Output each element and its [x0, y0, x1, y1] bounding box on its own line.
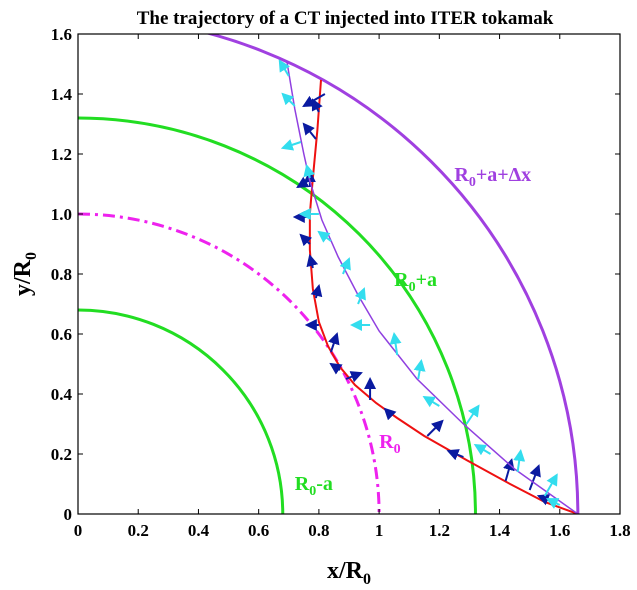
y-ticks: 0 0.2 0.4 0.6 0.8 1.0 1.2 1.4 1.6	[51, 25, 620, 524]
trajectory-arrow	[299, 233, 313, 247]
reference-arrow	[303, 164, 316, 179]
trajectory-arrow	[311, 98, 323, 113]
trajectory-arrow	[383, 407, 397, 421]
subscript: 0	[309, 484, 316, 499]
x-tick-label: 0.6	[248, 521, 269, 540]
x-tick-label: 0.4	[188, 521, 210, 540]
x-tick-label: 1.4	[489, 521, 511, 540]
y-tick-label: 1.2	[51, 145, 72, 164]
y-tick-label: 0	[64, 505, 73, 524]
reference-arrow	[422, 395, 440, 408]
series-reference	[286, 61, 579, 514]
trajectory-arrow	[329, 362, 343, 375]
reference-arrow	[543, 473, 558, 497]
trajectory-arrow	[446, 449, 464, 461]
y-axis-label: y/R0	[10, 252, 40, 296]
circle-label: R0+a+Δx	[454, 164, 531, 190]
subscript: 0	[409, 280, 416, 295]
circle-label: R0-a	[295, 473, 333, 499]
trajectory-arrow	[426, 419, 444, 437]
reference-arrow	[473, 443, 492, 456]
plot-frame	[77, 33, 621, 515]
plot-marks: R0-a R0 R0+a R0+a+Δx	[78, 34, 580, 514]
trajectory-arrow	[345, 371, 363, 383]
x-tick-label: 1.8	[609, 521, 630, 540]
x-tick-label: 0.8	[308, 521, 329, 540]
circle-r0-a	[78, 308, 285, 514]
circle-r0	[78, 212, 381, 514]
reference-arrow	[513, 449, 526, 473]
trajectory-arrow	[328, 332, 340, 353]
trajectory-arrow	[310, 284, 323, 299]
y-tick-label: 0.6	[51, 325, 72, 344]
y-tick-label: 0.8	[51, 265, 72, 284]
reference-arrow	[389, 332, 402, 356]
trajectory-arrow	[503, 458, 515, 482]
trajectory-arrow	[296, 176, 314, 189]
x-tick-label: 0.2	[128, 521, 149, 540]
x-tick-label: 0	[74, 521, 83, 540]
series-trajectory	[308, 79, 579, 514]
reference-arrow	[317, 230, 332, 243]
x-tick-label: 1	[375, 521, 384, 540]
reference-arrow	[413, 359, 426, 380]
reference-arrow	[280, 139, 302, 151]
label-rest: +a	[416, 269, 437, 291]
chart-title: The trajectory of a CT injected into ITE…	[137, 8, 554, 29]
plot-area	[78, 34, 580, 514]
circle-label: R0	[379, 431, 400, 457]
x-axis-label: x/R0	[327, 558, 371, 588]
y-tick-label: 1.4	[51, 85, 73, 104]
circle-r0-a	[78, 116, 477, 514]
x-tick-label: 1.2	[429, 521, 450, 540]
subscript: 0	[469, 175, 476, 190]
circle-label: R0+a	[394, 269, 437, 295]
reference-arrow	[465, 404, 480, 425]
y-tick-label: 1.0	[51, 205, 72, 224]
y-tick-label: 0.4	[51, 385, 73, 404]
reference-arrow	[339, 257, 351, 275]
subscript: 0	[394, 442, 401, 457]
y-tick-label: 1.6	[51, 25, 72, 44]
label-rest: -a	[316, 473, 333, 495]
reference-arrow	[278, 59, 291, 77]
reference-arrow	[545, 498, 561, 509]
x-tick-label: 1.6	[549, 521, 570, 540]
trajectory-arrow	[528, 464, 541, 491]
x-ticks: 0 0.2 0.4 0.6 0.8 1 1.2 1.4 1.6 1.8	[74, 34, 631, 540]
trajectory-arrow	[302, 122, 317, 140]
trajectory-arrow	[306, 254, 319, 269]
trajectory-arrow	[302, 93, 326, 107]
label-rest: +a+Δx	[476, 164, 531, 186]
circle-r0-a--x	[205, 34, 580, 514]
reference-arrow	[354, 287, 366, 305]
y-tick-label: 0.2	[51, 445, 72, 464]
reference-arrow	[281, 92, 296, 107]
